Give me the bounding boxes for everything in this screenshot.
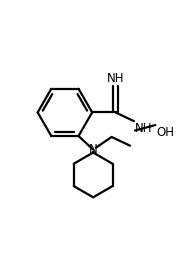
Text: NH: NH	[134, 122, 152, 135]
Text: NH: NH	[107, 72, 124, 85]
Text: OH: OH	[156, 126, 174, 139]
Text: N: N	[89, 143, 97, 156]
